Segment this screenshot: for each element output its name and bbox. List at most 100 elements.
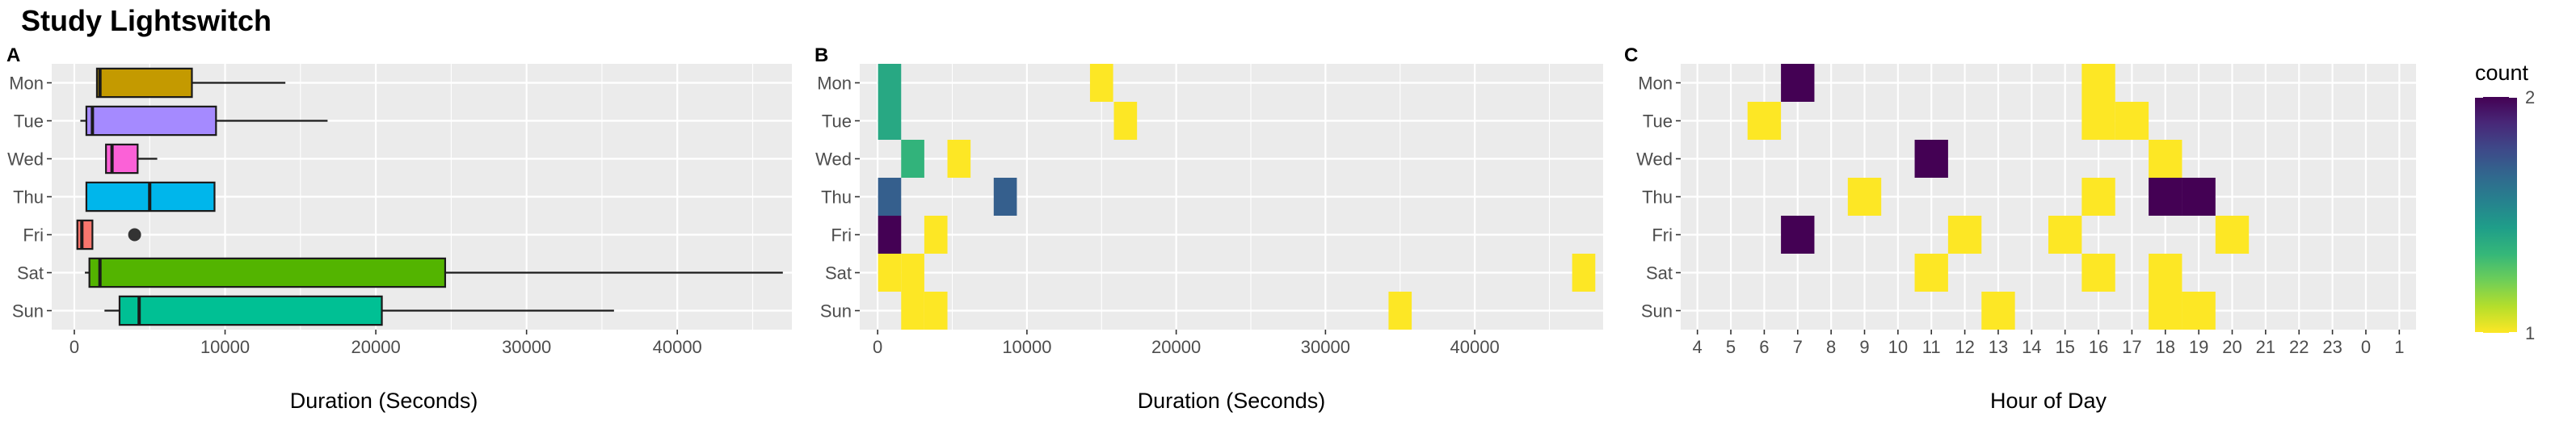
hour-tile-thu-19 [2182, 178, 2216, 216]
hour-tile-sun-13 [1981, 292, 2015, 330]
box-sun [118, 295, 383, 326]
panel-b-ytick-label-sun: Sun [820, 301, 852, 322]
panel-c-xtick-label: 11 [1922, 337, 1941, 357]
heat-tile-sun [901, 292, 924, 330]
panel-c-ytick-label-thu: Thu [1642, 187, 1673, 208]
panel-c-ytick-label-fri: Fri [1652, 225, 1673, 246]
heat-tile-tue [1113, 102, 1138, 140]
panel-c-xtick-label: 6 [1759, 337, 1769, 357]
panel-b-ytick-label-sat: Sat [825, 263, 852, 284]
hour-tile-mon-16 [2081, 64, 2115, 102]
panel-c-xtick-label: 15 [2055, 337, 2074, 357]
hour-tile-sat-18 [2149, 254, 2182, 292]
panel-a-ytick-label-thu: Thu [13, 187, 44, 208]
hour-tile-sat-16 [2081, 254, 2115, 292]
panel-label-b: B [814, 44, 828, 66]
panel-c-xtick-label: 9 [1859, 337, 1869, 357]
heat-tile-sat [901, 254, 924, 292]
panel-label-c: C [1624, 44, 1638, 66]
panel-b-xtick-label: 10000 [1002, 337, 1051, 357]
panel-c-xtick-label: 17 [2122, 337, 2141, 357]
heat-tile-sun [1388, 292, 1412, 330]
panel-a-xtick-label: 0 [69, 337, 79, 357]
panel-c-xtick-label: 19 [2189, 337, 2208, 357]
heat-tile-fri [924, 216, 948, 254]
legend-tick-label: 2 [2525, 87, 2535, 107]
panel-a-xtick-label: 10000 [200, 337, 250, 357]
panel-c-xtick-label: 0 [2361, 337, 2371, 357]
panel-b-duration-heatmap: Mon Tue Wed Thu Fri Sat Sun 0 10000 20000 30000 400… [815, 64, 1603, 413]
hour-tile-sun-18 [2149, 292, 2182, 330]
panel-a-xtick-label: 20000 [351, 337, 401, 357]
hour-tile-wed-18 [2149, 140, 2182, 178]
legend-tick-label: 1 [2525, 323, 2535, 343]
hour-tile-tue-6 [1747, 102, 1782, 140]
panel-a-xtick-label: 30000 [502, 337, 551, 357]
panel-b-x-axis-title: Duration (Seconds) [1138, 389, 1326, 413]
panel-b-ytick-label-tue: Tue [822, 111, 852, 132]
heat-tile-wed [947, 140, 971, 178]
panel-a-boxplot: Mon Tue Wed Thu Fri Sat Sun 0 10000 20000 30000 400… [7, 64, 792, 413]
panel-a-x-axis-title: Duration (Seconds) [290, 389, 478, 413]
legend-title: count [2475, 61, 2529, 85]
panel-c-xtick-label: 23 [2322, 337, 2342, 357]
heat-tile-wed [901, 140, 924, 178]
panel-a-ytick-label-tue: Tue [14, 111, 44, 132]
heat-tile-sat [1572, 254, 1596, 292]
panel-c-x-axis-title: Hour of Day [1990, 389, 2107, 413]
hour-tile-tue-16 [2081, 102, 2115, 140]
panel-a-ytick-label-wed: Wed [7, 149, 44, 170]
hour-tile-thu-9 [1847, 178, 1882, 216]
panel-c-ytick-label-wed: Wed [1636, 149, 1673, 170]
panel-b-xtick-label: 30000 [1301, 337, 1350, 357]
panel-c-xtick-label: 5 [1726, 337, 1736, 357]
hour-tile-fri-7 [1781, 216, 1815, 254]
heat-tile-mon [878, 64, 902, 102]
panel-label-a: A [6, 44, 20, 66]
hour-tile-thu-18 [2149, 178, 2182, 216]
panel-c-xtick-label: 18 [2156, 337, 2175, 357]
hour-tile-fri-12 [1947, 216, 1982, 254]
panel-c-xtick-label: 8 [1826, 337, 1836, 357]
panel-c-ytick-label-mon: Mon [1638, 74, 1673, 94]
panel-b-ytick-label-thu: Thu [821, 187, 852, 208]
hour-tile-sat-11 [1914, 254, 1948, 292]
hour-tile-sun-19 [2182, 292, 2216, 330]
hour-tile-mon-7 [1781, 64, 1815, 102]
box-tue [85, 105, 217, 137]
heat-tile-tue [878, 102, 902, 140]
panel-a-ytick-label-fri: Fri [23, 225, 44, 246]
panel-b-ytick-label-wed: Wed [815, 149, 852, 170]
hour-tile-fri-15 [2048, 216, 2082, 254]
panel-b-ytick-label-mon: Mon [817, 74, 852, 94]
panel-b-xtick-label: 20000 [1151, 337, 1201, 357]
panel-a-xtick-label: 40000 [653, 337, 702, 357]
hour-tile-tue-17 [2115, 102, 2149, 140]
hour-tile-thu-16 [2081, 178, 2115, 216]
outlier-fri [128, 228, 141, 242]
panel-b-ytick-label-fri: Fri [831, 225, 852, 246]
panel-c-xtick-label: 21 [2256, 337, 2275, 357]
panel-c-xtick-label: 14 [2022, 337, 2041, 357]
heat-tile-mon [1089, 64, 1113, 102]
panel-c-xtick-label: 10 [1888, 337, 1908, 357]
panel-c-xtick-label: 4 [1693, 337, 1703, 357]
heat-tile-thu [878, 178, 902, 216]
panel-b-xtick-label: 0 [873, 337, 882, 357]
panel-c-xtick-label: 7 [1793, 337, 1803, 357]
panel-c-xtick-label: 22 [2289, 337, 2309, 357]
panel-c-xtick-label: 13 [1989, 337, 2008, 357]
panel-c-xtick-label: 12 [1955, 337, 1974, 357]
panel-a-ytick-label-mon: Mon [9, 74, 44, 94]
panel-a-ytick-label-sun: Sun [12, 301, 44, 322]
legend-colorbar [2475, 97, 2517, 333]
hour-tile-wed-11 [1914, 140, 1948, 178]
heat-tile-thu [993, 178, 1017, 216]
panel-a-ytick-label-sat: Sat [17, 263, 44, 284]
count-legend: count 1 2 [2475, 61, 2535, 343]
panel-c-xtick-label: 1 [2394, 337, 2404, 357]
panel-c-ytick-label-sun: Sun [1641, 301, 1673, 322]
figure-title: Study Lightswitch [21, 4, 271, 37]
